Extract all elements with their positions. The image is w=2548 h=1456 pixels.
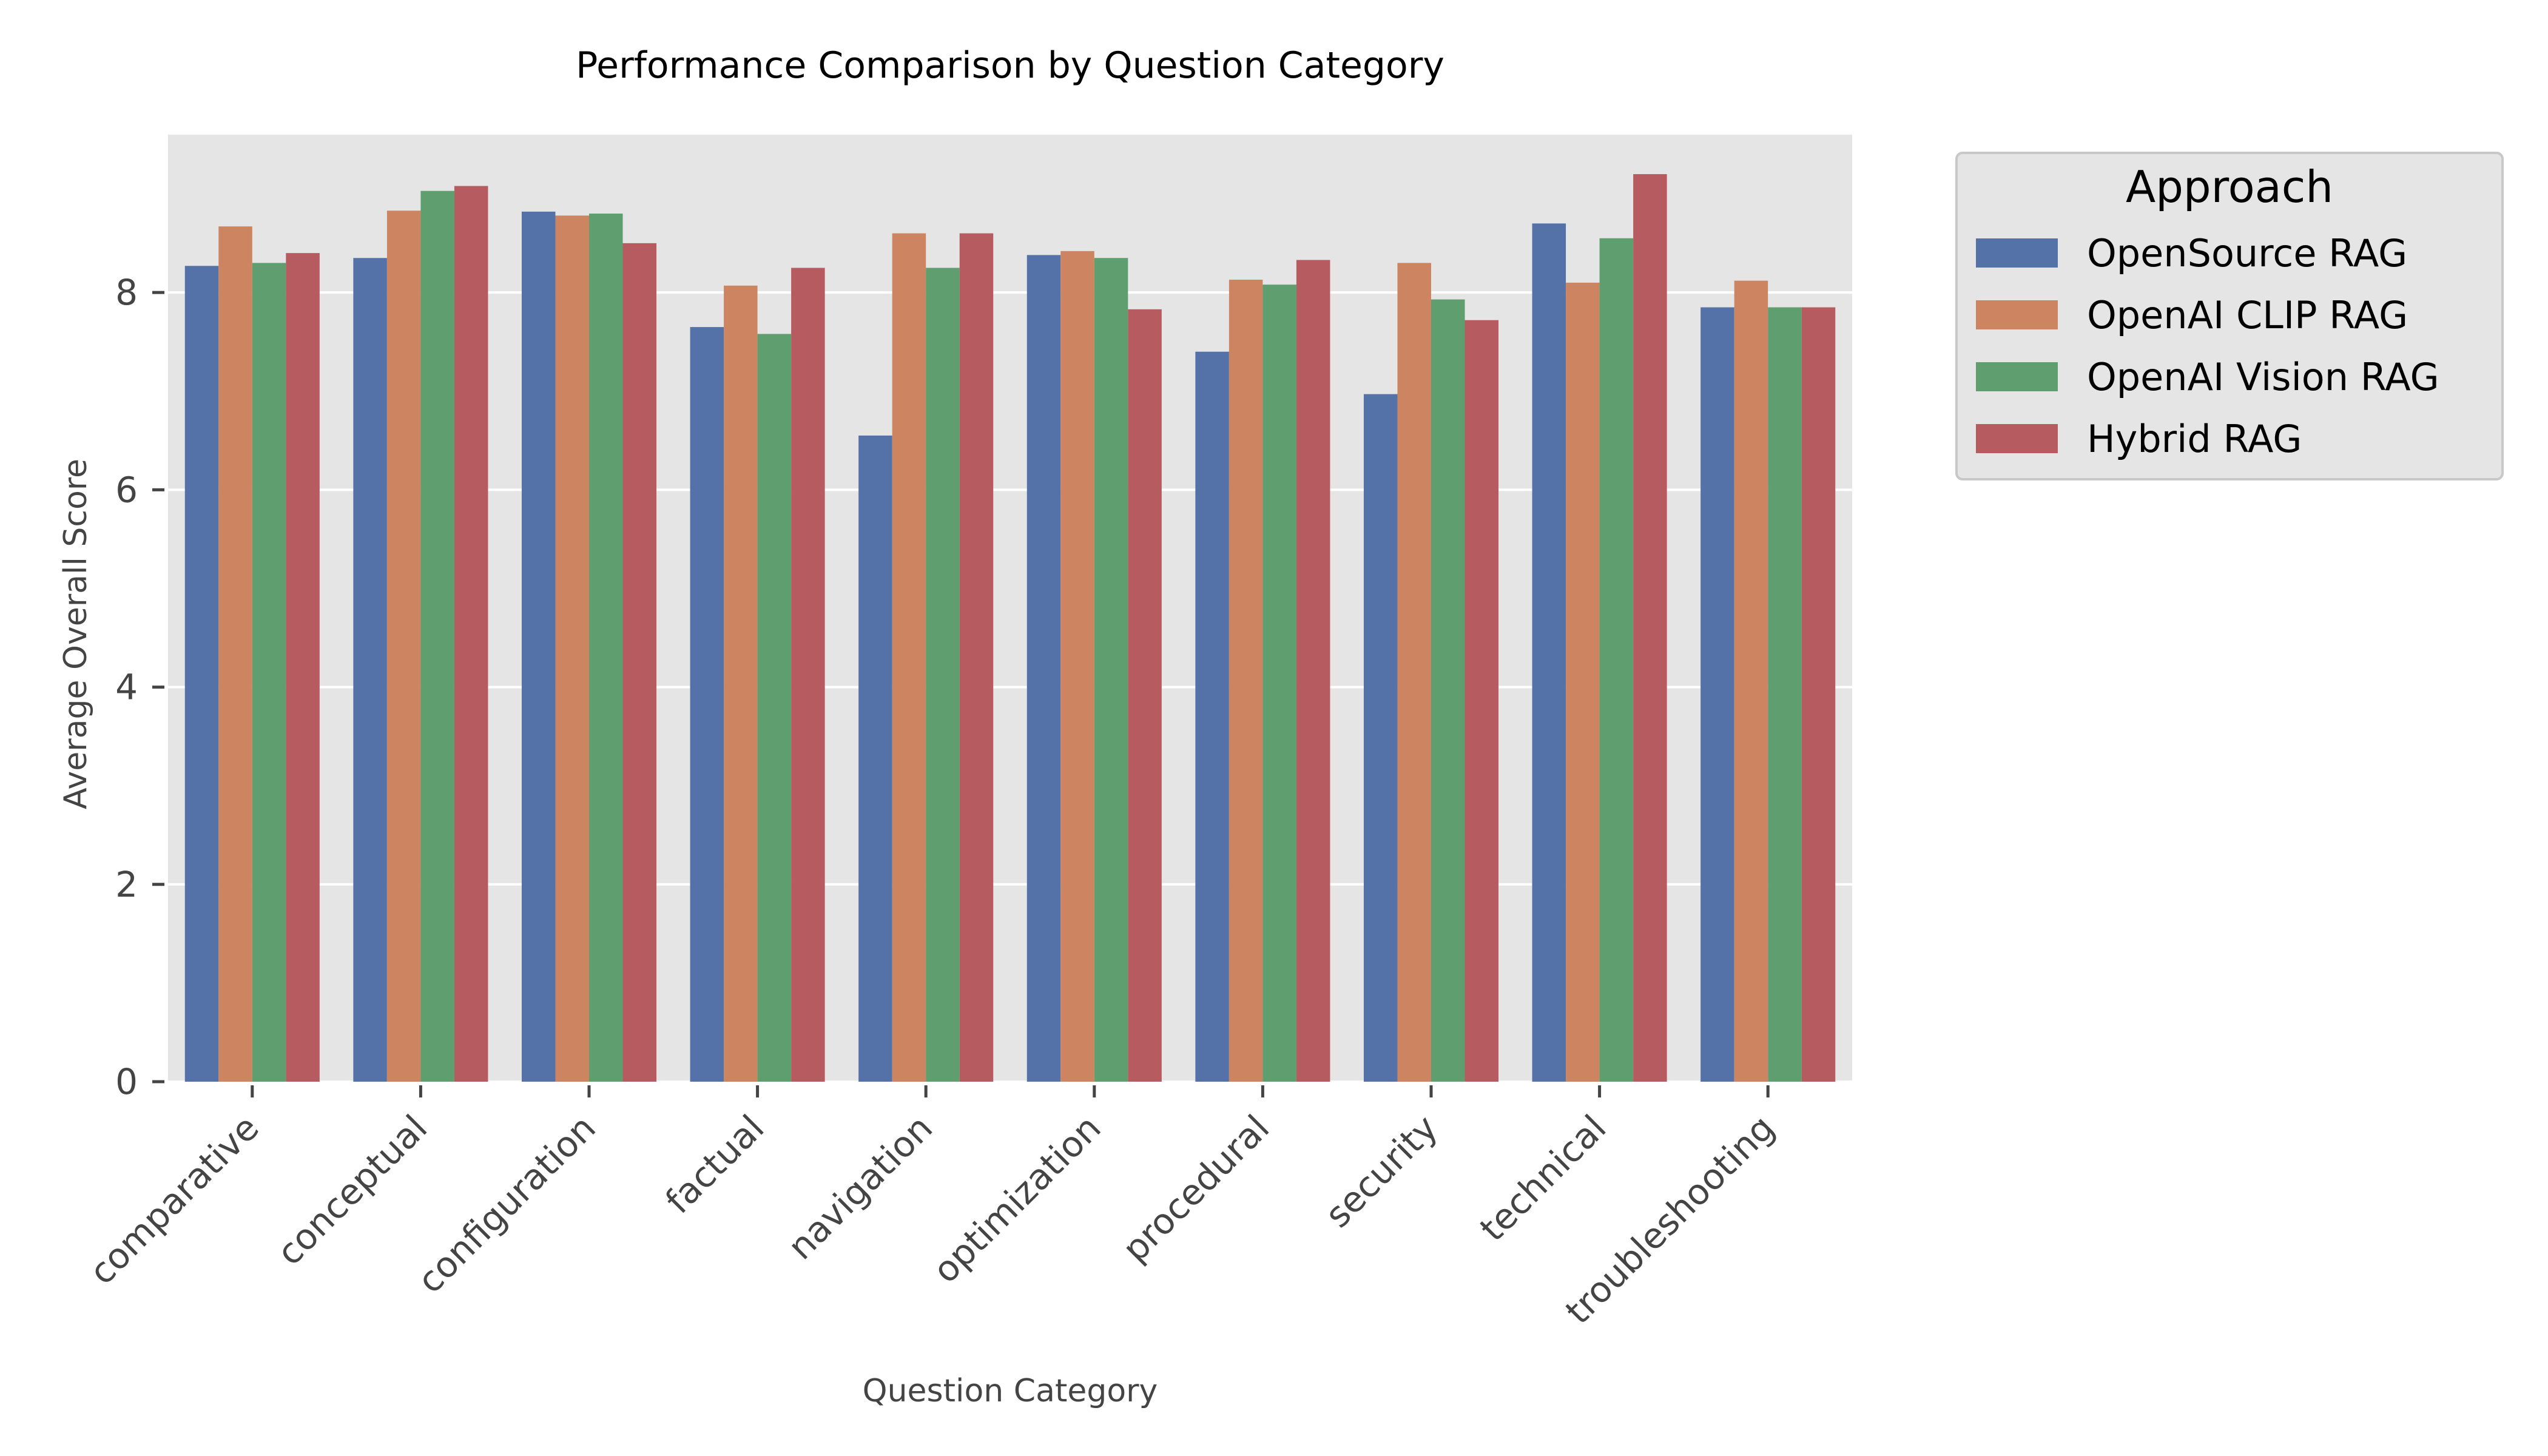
x-tick-label: navigation	[780, 1107, 940, 1268]
bar-openai-clip-rag-security	[1397, 263, 1431, 1082]
legend-frame	[1955, 152, 2504, 480]
bar-opensource-rag-optimization	[1026, 255, 1061, 1082]
bar-openai-clip-rag-technical	[1566, 282, 1600, 1082]
bar-openai-vision-rag-security	[1431, 299, 1465, 1082]
bar-openai-clip-rag-optimization	[1060, 251, 1094, 1082]
bar-openai-vision-rag-configuration	[589, 214, 623, 1082]
legend-items: OpenSource RAG OpenAI CLIP RAG OpenAI Visi…	[1976, 231, 2439, 461]
x-axis-label: Question Category	[863, 1373, 1158, 1409]
x-tick-label: security	[1317, 1107, 1446, 1236]
x-tick-label: optimization	[925, 1107, 1108, 1291]
bar-hybrid-rag-technical	[1633, 174, 1667, 1082]
bar-hybrid-rag-navigation	[959, 233, 994, 1082]
bar-opensource-rag-conceptual	[353, 258, 387, 1082]
bar-hybrid-rag-configuration	[622, 243, 657, 1082]
legend-swatch	[1976, 238, 2058, 268]
bar-opensource-rag-configuration	[521, 211, 556, 1082]
bar-openai-clip-rag-factual	[724, 285, 758, 1082]
y-tick-label: 6	[115, 469, 138, 510]
bar-hybrid-rag-procedural	[1296, 260, 1330, 1082]
y-tick-label: 2	[115, 864, 138, 905]
legend-label: Hybrid RAG	[2087, 417, 2302, 461]
bar-opensource-rag-comparative	[184, 266, 219, 1082]
bar-opensource-rag-security	[1363, 394, 1398, 1082]
bar-opensource-rag-troubleshooting	[1700, 307, 1734, 1082]
bar-openai-clip-rag-comparative	[218, 226, 252, 1082]
bar-openai-vision-rag-procedural	[1262, 285, 1296, 1082]
x-tick-label: factual	[658, 1107, 772, 1222]
bar-openai-vision-rag-navigation	[926, 268, 960, 1082]
bar-hybrid-rag-conceptual	[454, 186, 488, 1082]
x-tick-label: technical	[1472, 1107, 1614, 1249]
bar-openai-clip-rag-troubleshooting	[1734, 280, 1768, 1082]
legend-label: OpenAI Vision RAG	[2087, 355, 2439, 399]
y-tick-label: 4	[115, 667, 138, 708]
y-tick-label: 0	[115, 1061, 138, 1102]
bar-opensource-rag-procedural	[1195, 351, 1229, 1082]
bar-hybrid-rag-optimization	[1128, 309, 1162, 1082]
bar-hybrid-rag-factual	[791, 268, 825, 1082]
bars	[184, 174, 1836, 1082]
bar-openai-clip-rag-conceptual	[386, 211, 421, 1082]
bar-openai-clip-rag-configuration	[555, 215, 589, 1082]
legend-title: Approach	[2126, 161, 2333, 212]
bar-openai-vision-rag-conceptual	[420, 190, 454, 1082]
bar-openai-clip-rag-procedural	[1228, 280, 1263, 1082]
bar-hybrid-rag-troubleshooting	[1801, 307, 1836, 1082]
x-tick-label: configuration	[410, 1107, 604, 1301]
bar-openai-vision-rag-comparative	[252, 263, 286, 1082]
y-axis-label: Average Overall Score	[58, 459, 94, 809]
legend-swatch	[1976, 424, 2058, 453]
legend-label: OpenSource RAG	[2087, 231, 2407, 275]
legend-label: OpenAI CLIP RAG	[2087, 293, 2408, 337]
chart-title: Performance Comparison by Question Categ…	[576, 44, 1444, 87]
legend-swatch	[1976, 362, 2058, 391]
bar-openai-vision-rag-troubleshooting	[1768, 307, 1802, 1082]
legend-swatch	[1976, 300, 2058, 329]
bar-hybrid-rag-comparative	[286, 253, 320, 1082]
y-tick-label: 8	[115, 272, 138, 313]
y-axis: 0 2 4 6 8	[115, 272, 164, 1102]
x-tick-label: comparative	[81, 1107, 267, 1293]
x-tick-label: procedural	[1114, 1107, 1277, 1270]
bar-opensource-rag-navigation	[858, 435, 892, 1082]
bar-hybrid-rag-security	[1464, 320, 1499, 1082]
bar-opensource-rag-technical	[1532, 223, 1566, 1082]
bar-openai-vision-rag-factual	[757, 334, 792, 1082]
bar-openai-clip-rag-navigation	[892, 233, 926, 1082]
bar-openai-vision-rag-optimization	[1094, 258, 1128, 1082]
bar-opensource-rag-factual	[690, 327, 724, 1082]
bar-openai-vision-rag-technical	[1599, 238, 1634, 1082]
x-tick-label: conceptual	[269, 1107, 435, 1273]
